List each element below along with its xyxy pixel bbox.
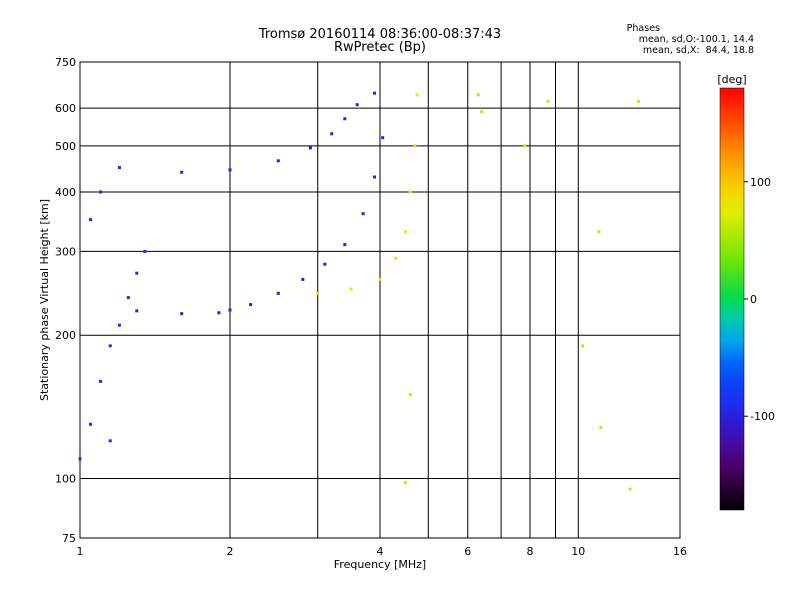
chart-subtitle: RwPretec (Bp) (333, 40, 427, 55)
data-point (108, 439, 112, 443)
y-tick-label: 500 (55, 140, 76, 153)
data-point (413, 144, 417, 148)
data-point (78, 457, 82, 461)
data-point (355, 103, 359, 107)
data-point (135, 309, 139, 313)
data-point (301, 277, 305, 281)
data-point (316, 291, 320, 295)
y-tick-label: 75 (62, 532, 76, 545)
data-point (249, 303, 253, 307)
colorbar-tick-label: 0 (750, 293, 757, 306)
y-tick-label: 400 (55, 186, 76, 199)
data-point (599, 425, 603, 429)
data-point (89, 422, 93, 426)
data-point (415, 93, 419, 97)
data-point (99, 379, 103, 383)
data-point (378, 277, 382, 281)
y-tick-label: 750 (55, 56, 76, 69)
data-point (228, 308, 232, 312)
y-axis-label: Stationary phase Virtual Height [km] (38, 199, 51, 401)
legend-x-stats: mean, sd,X: 84.4, 18.8 (642, 45, 754, 56)
data-point (89, 218, 93, 222)
data-point (180, 170, 184, 174)
y-tick-label: 100 (55, 473, 76, 486)
x-tick-label: 2 (227, 545, 234, 558)
y-tick-label: 600 (55, 102, 76, 115)
colorbar-tick-label: -100 (750, 410, 775, 423)
data-point (349, 287, 353, 291)
data-point (403, 230, 407, 234)
colorbar (719, 87, 745, 511)
x-tick-label: 6 (464, 545, 471, 558)
data-point (403, 481, 407, 485)
legend-o-stats: mean, sd,O:-100.1, 14.4 (638, 34, 754, 45)
data-point (343, 243, 347, 247)
data-point (476, 93, 480, 97)
data-point (276, 291, 280, 295)
y-tick-label: 300 (55, 245, 76, 258)
colorbar-label: [deg] (717, 73, 746, 86)
legend-title: Phases (626, 23, 660, 34)
data-point (126, 296, 130, 300)
data-point (361, 212, 365, 216)
data-point (143, 249, 147, 253)
data-point (276, 159, 280, 163)
x-tick-label: 8 (527, 545, 534, 558)
x-tick-label: 10 (571, 545, 585, 558)
data-point (117, 323, 121, 327)
data-point (343, 117, 347, 121)
y-tick-label: 200 (55, 329, 76, 342)
data-point (117, 166, 121, 170)
data-point (135, 271, 139, 275)
data-point (394, 256, 398, 260)
data-point (330, 132, 334, 136)
data-point (180, 312, 184, 316)
data-point (581, 344, 585, 348)
x-tick-label: 4 (377, 545, 384, 558)
x-axis-label: Frequency [MHz] (334, 558, 426, 571)
data-point (228, 168, 232, 172)
data-point (408, 190, 412, 194)
x-tick-label: 16 (673, 545, 687, 558)
data-point (308, 146, 312, 150)
data-point (373, 175, 377, 179)
data-point (408, 393, 412, 397)
data-point (108, 344, 112, 348)
data-point (217, 311, 221, 315)
data-point (597, 230, 601, 234)
data-point (373, 91, 377, 95)
data-point (546, 99, 550, 103)
chart-title: Tromsø 20160114 08:36:00-08:37:43 (258, 27, 502, 42)
data-point (636, 99, 640, 103)
x-tick-label: 1 (77, 545, 84, 558)
data-point (523, 144, 527, 148)
data-point (480, 110, 484, 114)
data-point (323, 262, 327, 266)
data-point (381, 136, 385, 140)
colorbar-tick-label: 100 (750, 176, 771, 189)
data-point (628, 487, 632, 491)
data-point (99, 190, 103, 194)
